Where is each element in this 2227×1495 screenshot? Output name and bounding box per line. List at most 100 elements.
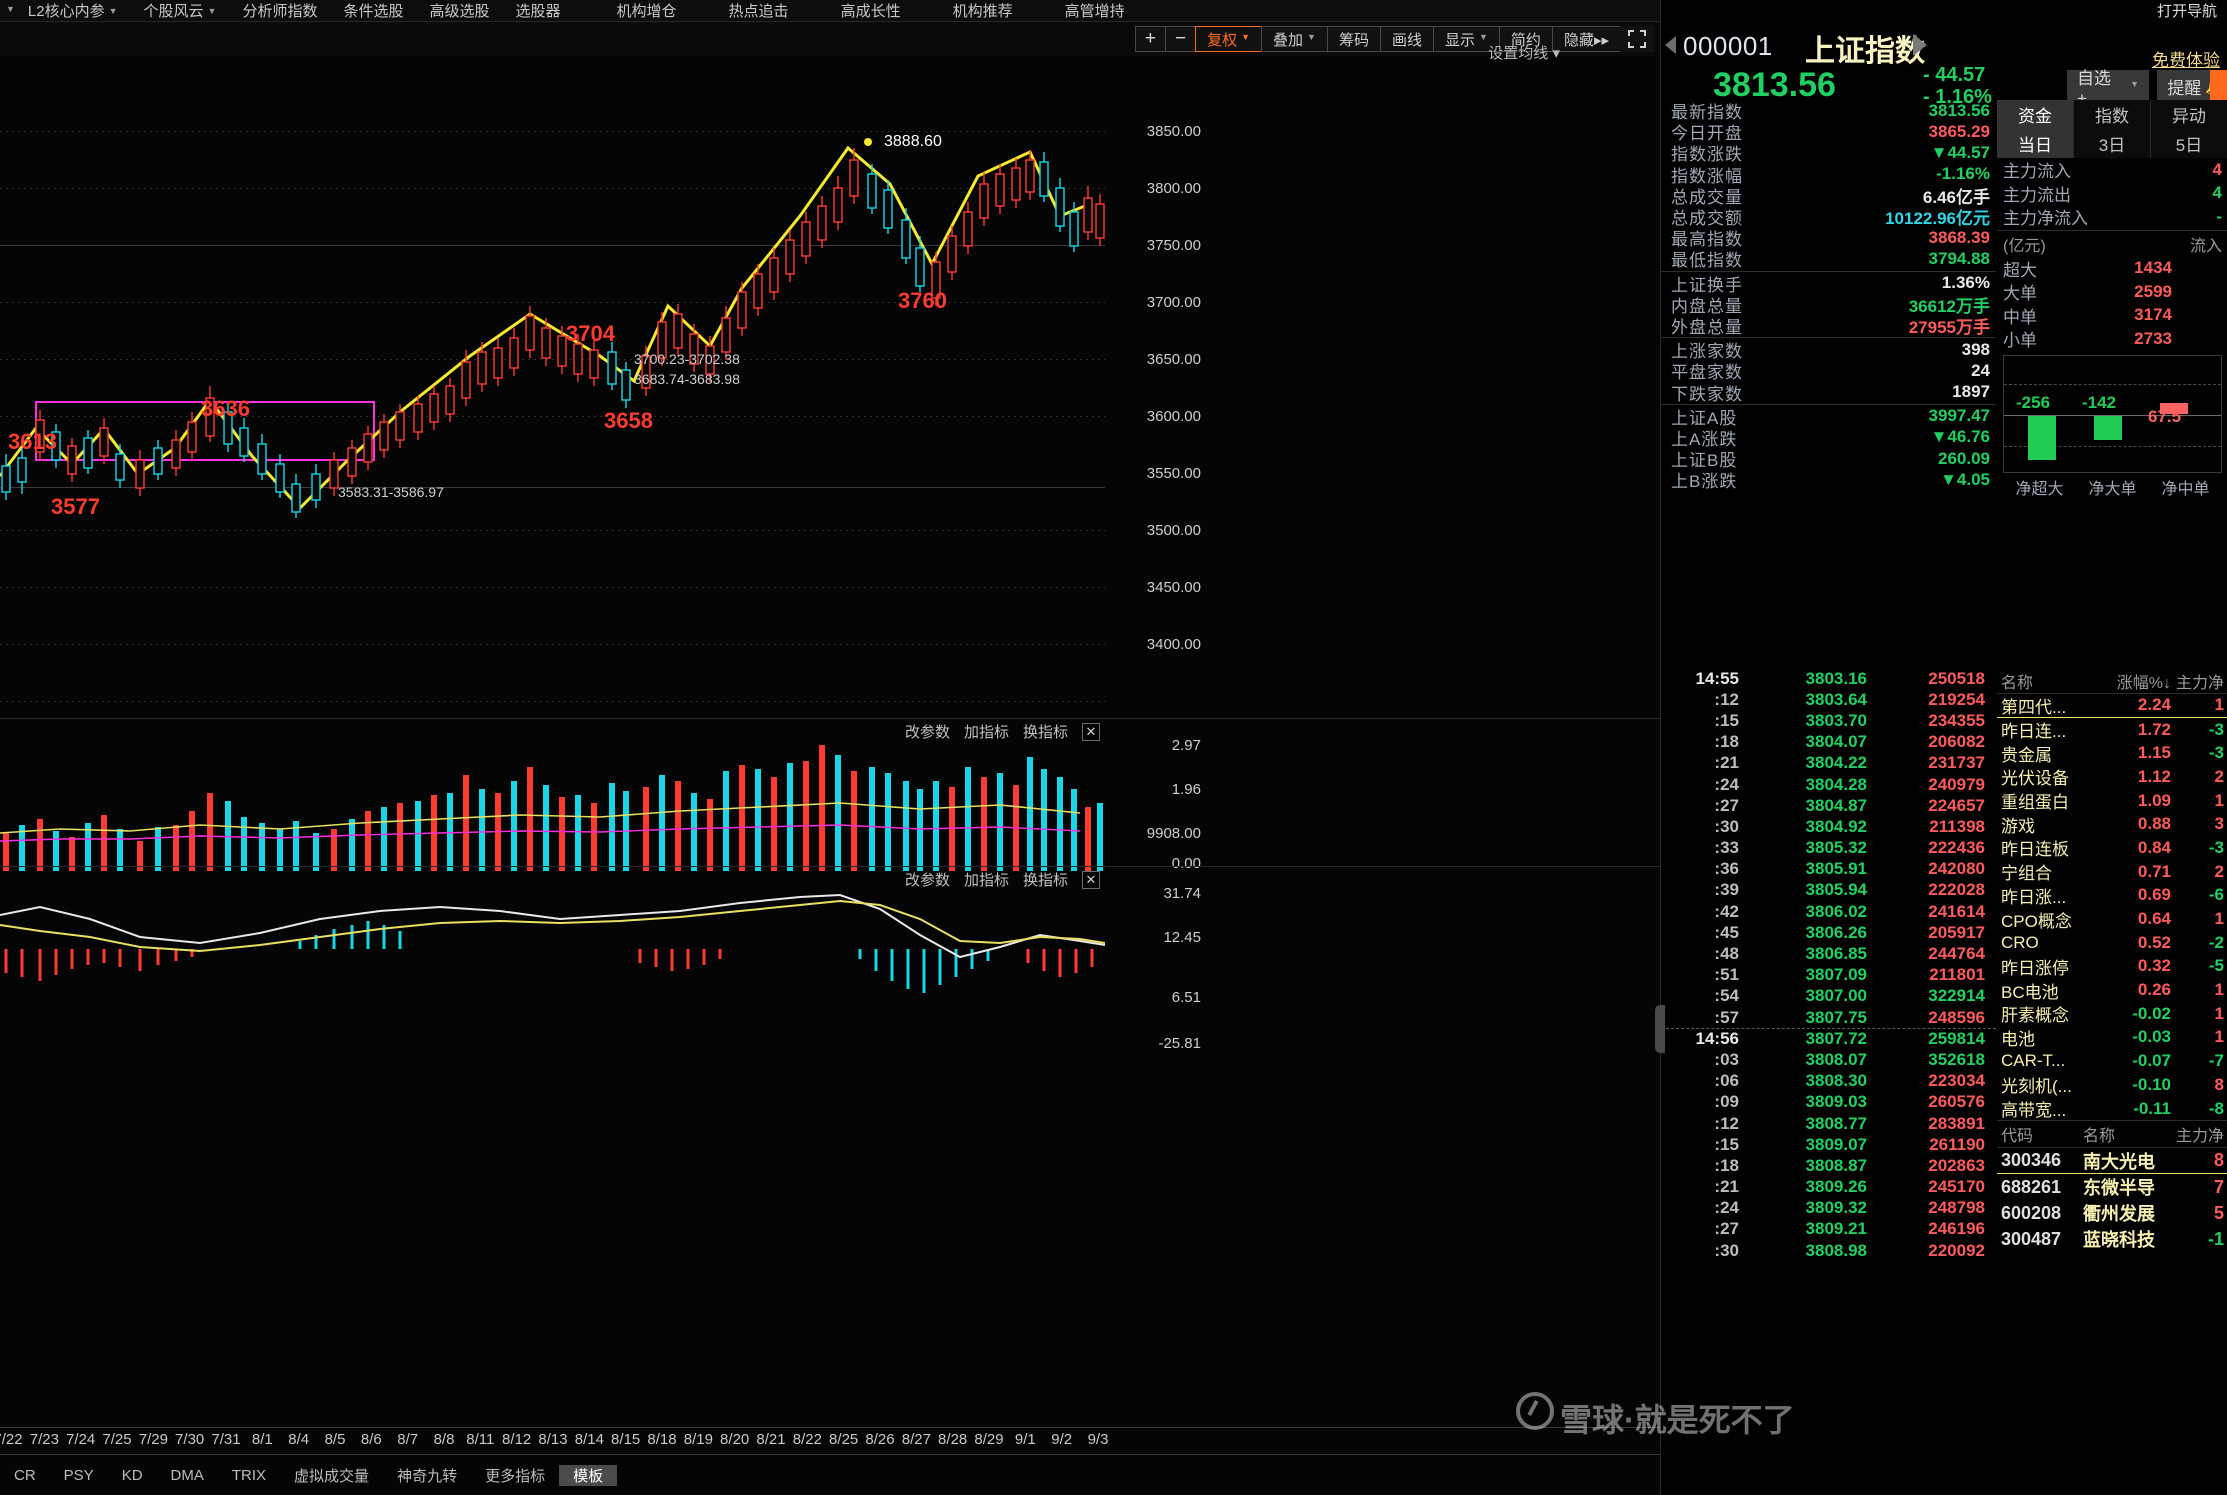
add-indicator-button[interactable]: 加指标 bbox=[963, 724, 1009, 741]
next-arrow-icon[interactable] bbox=[1913, 34, 1927, 56]
sector-ranking-panel[interactable]: 名称 涨幅%↓ 主力净 第四代... 2.24 1 昨日连... 1.72 -3 贵金属 1.15-… bbox=[1997, 668, 2227, 1252]
sector-row[interactable]: CAR-T... -0.07 -7 bbox=[1997, 1049, 2227, 1073]
sector-row[interactable]: 昨日涨停 0.32 -5 bbox=[1997, 955, 2227, 979]
change-params-button[interactable]: 改参数 bbox=[904, 872, 950, 889]
tick-row[interactable]: 14:56 3807.72 259814 bbox=[1661, 1028, 1996, 1049]
tick-row[interactable]: :45 3806.26 205917 bbox=[1661, 922, 1996, 943]
menu-item-5[interactable]: 选股器 bbox=[515, 3, 561, 20]
indicator-tab-虚拟成交量[interactable]: 虚拟成交量 bbox=[294, 1467, 370, 1485]
tick-row[interactable]: :33 3805.32 222436 bbox=[1661, 838, 1996, 859]
chips-button[interactable]: 筹码 bbox=[1326, 26, 1381, 52]
tick-row[interactable]: :21 3804.22 231737 bbox=[1661, 753, 1996, 774]
indicator-tab-DMA[interactable]: DMA bbox=[170, 1466, 204, 1484]
indicator-tab-PSY[interactable]: PSY bbox=[63, 1466, 94, 1484]
close-icon[interactable]: ✕ bbox=[1082, 722, 1100, 741]
fullscreen-icon[interactable] bbox=[1620, 26, 1654, 52]
change-params-button[interactable]: 改参数 bbox=[904, 724, 950, 741]
menu-item-7[interactable]: 热点追击 bbox=[728, 3, 789, 20]
tick-row[interactable]: :30 3804.92 211398 bbox=[1661, 816, 1996, 837]
set-ma-label[interactable]: 设置均线 ▾ bbox=[1488, 45, 1560, 62]
switch-indicator-button[interactable]: 换指标 bbox=[1022, 724, 1068, 741]
tick-row[interactable]: :24 3804.28 240979 bbox=[1661, 774, 1996, 795]
add-indicator-button[interactable]: 加指标 bbox=[963, 872, 1009, 889]
tick-row[interactable]: :18 3804.07 206082 bbox=[1661, 732, 1996, 753]
volume-plot[interactable] bbox=[0, 737, 1105, 871]
stock-header-cell[interactable]: 名称 bbox=[2083, 1128, 2116, 1146]
switch-indicator-button[interactable]: 换指标 bbox=[1022, 872, 1068, 889]
tick-row[interactable]: :57 3807.75 248596 bbox=[1661, 1007, 1996, 1028]
tick-row[interactable]: 14:55 3803.16 250518 bbox=[1661, 668, 1996, 689]
sector-row[interactable]: 重组蛋白 1.09 1 bbox=[1997, 789, 2227, 813]
tab-5日[interactable]: 5日 bbox=[2151, 129, 2227, 158]
right-quote-panel[interactable]: 打开导航 000001 上证指数 3813.56 - 44.57 - 1.16%… bbox=[1660, 0, 2227, 1495]
tab-指数[interactable]: 指数 bbox=[2074, 100, 2151, 129]
menu-item-9[interactable]: 机构推荐 bbox=[952, 3, 1013, 20]
stock-row[interactable]: 688261 东微半导 7 bbox=[1997, 1174, 2227, 1200]
kdj-plot[interactable] bbox=[0, 885, 1105, 1037]
indicator-tab-CR[interactable]: CR bbox=[14, 1466, 36, 1484]
close-icon[interactable]: ✕ bbox=[1082, 870, 1100, 889]
menu-item-10[interactable]: 高管增持 bbox=[1064, 3, 1125, 20]
indicator-tab-KD[interactable]: KD bbox=[121, 1466, 143, 1484]
sector-row[interactable]: 游戏 0.88 3 bbox=[1997, 812, 2227, 836]
menu-item-4[interactable]: 高级选股 bbox=[429, 3, 490, 20]
hide-button[interactable]: 隐藏▸▸ bbox=[1551, 26, 1621, 52]
sector-row[interactable]: 光刻机(... -0.10 8 bbox=[1997, 1073, 2227, 1097]
sector-row[interactable]: 光伏设备 1.12 2 bbox=[1997, 765, 2227, 789]
adjust-price-button[interactable]: 复权 ▼ bbox=[1195, 26, 1263, 52]
tick-row[interactable]: :42 3806.02 241614 bbox=[1661, 901, 1996, 922]
menu-item-3[interactable]: 条件选股 bbox=[343, 3, 404, 20]
collapse-handle[interactable] bbox=[1655, 1005, 1665, 1053]
orange-accent-bar[interactable] bbox=[2210, 70, 2227, 102]
overlay-button[interactable]: 叠加 ▼ bbox=[1261, 26, 1328, 52]
tick-row[interactable]: :15 3809.07 261190 bbox=[1661, 1134, 1996, 1155]
tick-row[interactable]: :27 3809.21 246196 bbox=[1661, 1219, 1996, 1240]
sector-row[interactable]: BC电池 0.26 1 bbox=[1997, 978, 2227, 1002]
stock-row[interactable]: 300487 蓝晓科技 -1 bbox=[1997, 1226, 2227, 1252]
sector-row[interactable]: CRO 0.52 -2 bbox=[1997, 931, 2227, 955]
tick-row[interactable]: :36 3805.91 242080 bbox=[1661, 859, 1996, 880]
menu-item-2[interactable]: 分析师指数 bbox=[242, 3, 318, 20]
add-watchlist-button[interactable]: 自选 + ▼ bbox=[2067, 69, 2149, 108]
menu-item-1[interactable]: 个股风云 ▼ bbox=[131, 0, 230, 21]
indicator-tab-更多指标[interactable]: 更多指标 bbox=[485, 1467, 546, 1485]
tick-row[interactable]: :15 3803.70 234355 bbox=[1661, 710, 1996, 731]
sector-row[interactable]: 宁组合 0.71 2 bbox=[1997, 860, 2227, 884]
open-nav-strip[interactable]: 打开导航 bbox=[2156, 3, 2217, 20]
tab-3日[interactable]: 3日 bbox=[2074, 129, 2151, 158]
tick-table[interactable]: 14:55 3803.16 250518:12 3803.64 219254:15 380… bbox=[1661, 668, 1996, 1261]
chart-area[interactable]: 设置均线 ▾ bbox=[0, 45, 1660, 1495]
tick-row[interactable]: :24 3809.32 248798 bbox=[1661, 1198, 1996, 1219]
simple-button[interactable]: 简约 bbox=[1498, 26, 1553, 52]
zoom-out-button[interactable]: − bbox=[1164, 26, 1197, 52]
sector-row[interactable]: 电池 -0.03 1 bbox=[1997, 1026, 2227, 1050]
sector-header-cell[interactable]: 名称 bbox=[2001, 674, 2034, 692]
tick-row[interactable]: :21 3809.26 245170 bbox=[1661, 1177, 1996, 1198]
fund-flow-panel[interactable]: 资金 指数 异动 当日 3日 5日 主力流入 4 主力流出 4 主力净流入 - (亿元) 流入 超大 1434… bbox=[1997, 100, 2227, 499]
tick-row[interactable]: :39 3805.94 222028 bbox=[1661, 880, 1996, 901]
menu-item-6[interactable]: 机构增仓 bbox=[616, 3, 677, 20]
tick-row[interactable]: :18 3808.87 202863 bbox=[1661, 1155, 1996, 1176]
stock-row[interactable]: 300346 南大光电 8 bbox=[1997, 1148, 2227, 1175]
sector-row[interactable]: 高带宽... -0.11 -8 bbox=[1997, 1097, 2227, 1121]
volume-subpanel[interactable]: 改参数 加指标 换指标 ✕ bbox=[0, 718, 1660, 872]
kline-plot[interactable]: 3888.60 3760 3704 3658 3636 3613 3577 37… bbox=[0, 56, 1105, 986]
menu-item-0[interactable]: L2核心内参 ▼ bbox=[15, 0, 131, 21]
sector-row[interactable]: 昨日连板 0.84 -3 bbox=[1997, 836, 2227, 860]
menu-item-8[interactable]: 高成长性 bbox=[840, 3, 901, 20]
tick-row[interactable]: :06 3808.30 223034 bbox=[1661, 1071, 1996, 1092]
tick-row[interactable]: :03 3808.07 352618 bbox=[1661, 1049, 1996, 1070]
sector-row[interactable]: 昨日连... 1.72 -3 bbox=[1997, 718, 2227, 742]
tick-row[interactable]: :30 3808.98 220092 bbox=[1661, 1240, 1996, 1261]
menu-lead-caret-icon[interactable]: ▼ bbox=[6, 3, 15, 14]
tick-row[interactable]: :27 3804.87 224657 bbox=[1661, 795, 1996, 816]
tick-row[interactable]: :09 3809.03 260576 bbox=[1661, 1092, 1996, 1113]
sector-header-cell[interactable]: 主力净 bbox=[2175, 674, 2224, 692]
kdj-subpanel[interactable]: 改参数 加指标 换指标 ✕ bbox=[0, 866, 1660, 1052]
display-button[interactable]: 显示 ▼ bbox=[1432, 26, 1500, 52]
stock-header-cell[interactable]: 代码 bbox=[2001, 1128, 2034, 1146]
sector-row[interactable]: 第四代... 2.24 1 bbox=[1997, 694, 2227, 718]
tick-row[interactable]: :48 3806.85 244764 bbox=[1661, 943, 1996, 964]
indicator-tab-TRIX[interactable]: TRIX bbox=[231, 1466, 267, 1484]
tab-当日[interactable]: 当日 bbox=[1997, 129, 2074, 158]
